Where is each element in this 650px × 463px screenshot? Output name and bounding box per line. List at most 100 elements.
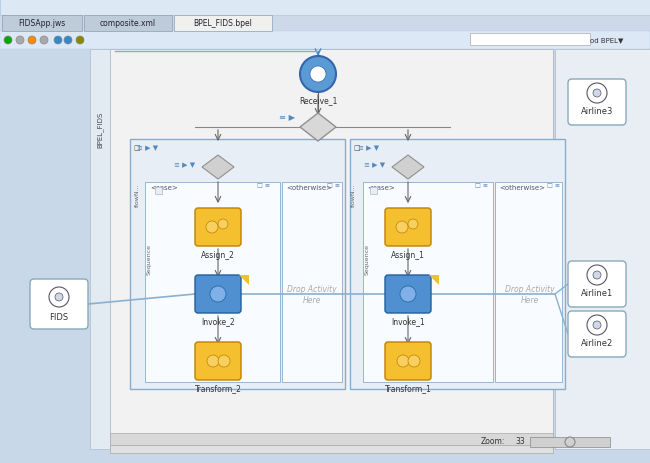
Bar — [110, 445, 553, 453]
FancyBboxPatch shape — [385, 275, 431, 313]
Bar — [0, 16, 650, 32]
FancyBboxPatch shape — [568, 262, 626, 307]
Bar — [370, 188, 377, 194]
Bar — [110, 50, 553, 449]
Text: od BPEL▼: od BPEL▼ — [590, 37, 623, 43]
Circle shape — [64, 37, 72, 45]
Circle shape — [218, 355, 230, 367]
Circle shape — [49, 288, 69, 307]
Bar — [90, 50, 110, 449]
Polygon shape — [239, 275, 249, 285]
Bar — [155, 188, 162, 194]
Circle shape — [587, 265, 607, 285]
Text: composite.xml: composite.xml — [100, 19, 156, 28]
Text: Zoom:: Zoom: — [480, 437, 505, 445]
FancyBboxPatch shape — [195, 275, 241, 313]
Text: □ ≡: □ ≡ — [327, 183, 340, 188]
Circle shape — [408, 219, 418, 230]
Bar — [0, 50, 650, 463]
Text: <case>: <case> — [150, 185, 177, 191]
Text: Assign_2: Assign_2 — [201, 250, 235, 259]
Polygon shape — [392, 156, 424, 180]
Text: Airline3: Airline3 — [581, 107, 613, 116]
Text: Transform_1: Transform_1 — [385, 384, 432, 393]
Text: Assign_1: Assign_1 — [391, 250, 425, 259]
Circle shape — [593, 321, 601, 329]
Circle shape — [396, 221, 408, 233]
Text: FIDSApp.jws: FIDSApp.jws — [18, 19, 66, 28]
Text: 33: 33 — [515, 437, 525, 445]
Text: □: □ — [133, 144, 140, 150]
Text: <case>: <case> — [367, 185, 395, 191]
Text: <otherwise>: <otherwise> — [499, 185, 545, 191]
Bar — [84, 16, 172, 32]
Circle shape — [593, 271, 601, 279]
Text: flowN...: flowN... — [350, 183, 356, 206]
Text: Receive_1: Receive_1 — [299, 96, 337, 105]
Circle shape — [4, 37, 12, 45]
Circle shape — [210, 287, 226, 302]
FancyBboxPatch shape — [385, 208, 431, 246]
Text: Invoke_1: Invoke_1 — [391, 317, 425, 326]
Text: □ ≡: □ ≡ — [257, 183, 270, 188]
FancyBboxPatch shape — [30, 279, 88, 329]
Text: Sequence: Sequence — [365, 244, 369, 275]
FancyBboxPatch shape — [568, 80, 626, 126]
Bar — [470, 34, 590, 46]
Bar — [145, 182, 280, 382]
FancyBboxPatch shape — [195, 208, 241, 246]
FancyBboxPatch shape — [195, 342, 241, 380]
Text: □ ≡: □ ≡ — [475, 183, 488, 188]
Bar — [282, 182, 342, 382]
Circle shape — [76, 37, 84, 45]
Bar — [0, 32, 650, 50]
Text: Transform_2: Transform_2 — [194, 384, 241, 393]
Circle shape — [593, 90, 601, 98]
Text: Airline1: Airline1 — [581, 289, 613, 298]
Text: □: □ — [353, 144, 359, 150]
Circle shape — [55, 294, 63, 301]
Text: ≡ ▶ ▼: ≡ ▶ ▼ — [137, 144, 158, 150]
Circle shape — [218, 219, 228, 230]
Text: FIDS: FIDS — [49, 313, 68, 322]
Bar — [0, 0, 650, 16]
Text: <otherwise>: <otherwise> — [286, 185, 332, 191]
Text: ≡ ▶ ▼: ≡ ▶ ▼ — [358, 144, 379, 150]
Bar — [530, 437, 610, 447]
Text: ≡ ▶ ▼: ≡ ▶ ▼ — [365, 162, 385, 168]
Text: flowN...: flowN... — [135, 183, 140, 206]
Polygon shape — [300, 114, 336, 142]
Circle shape — [587, 84, 607, 104]
Circle shape — [587, 315, 607, 335]
Circle shape — [408, 355, 420, 367]
FancyBboxPatch shape — [568, 311, 626, 357]
Circle shape — [565, 437, 575, 447]
Text: ≡ ▶ ▼: ≡ ▶ ▼ — [174, 162, 196, 168]
Bar — [174, 16, 272, 32]
Circle shape — [40, 37, 48, 45]
Circle shape — [206, 221, 218, 233]
Bar — [110, 433, 553, 445]
Circle shape — [400, 287, 416, 302]
Polygon shape — [202, 156, 234, 180]
Bar — [555, 50, 650, 449]
Bar — [350, 140, 565, 389]
Bar — [130, 140, 345, 389]
Text: Invoke_2: Invoke_2 — [201, 317, 235, 326]
FancyBboxPatch shape — [385, 342, 431, 380]
Text: □ ≡: □ ≡ — [547, 183, 560, 188]
Text: Drop Activity
Here: Drop Activity Here — [505, 285, 555, 304]
Polygon shape — [429, 275, 439, 285]
Circle shape — [28, 37, 36, 45]
Circle shape — [207, 355, 219, 367]
Bar — [2, 16, 82, 32]
Text: BPEL_FIDS.bpel: BPEL_FIDS.bpel — [194, 19, 252, 28]
Text: Drop Activity
Here: Drop Activity Here — [287, 285, 337, 304]
Text: Airline2: Airline2 — [581, 339, 613, 348]
Text: Sequence: Sequence — [146, 244, 151, 275]
Text: ≡ ▶: ≡ ▶ — [279, 113, 295, 122]
Circle shape — [300, 57, 336, 93]
Bar — [495, 182, 562, 382]
Circle shape — [310, 67, 326, 83]
Circle shape — [16, 37, 24, 45]
